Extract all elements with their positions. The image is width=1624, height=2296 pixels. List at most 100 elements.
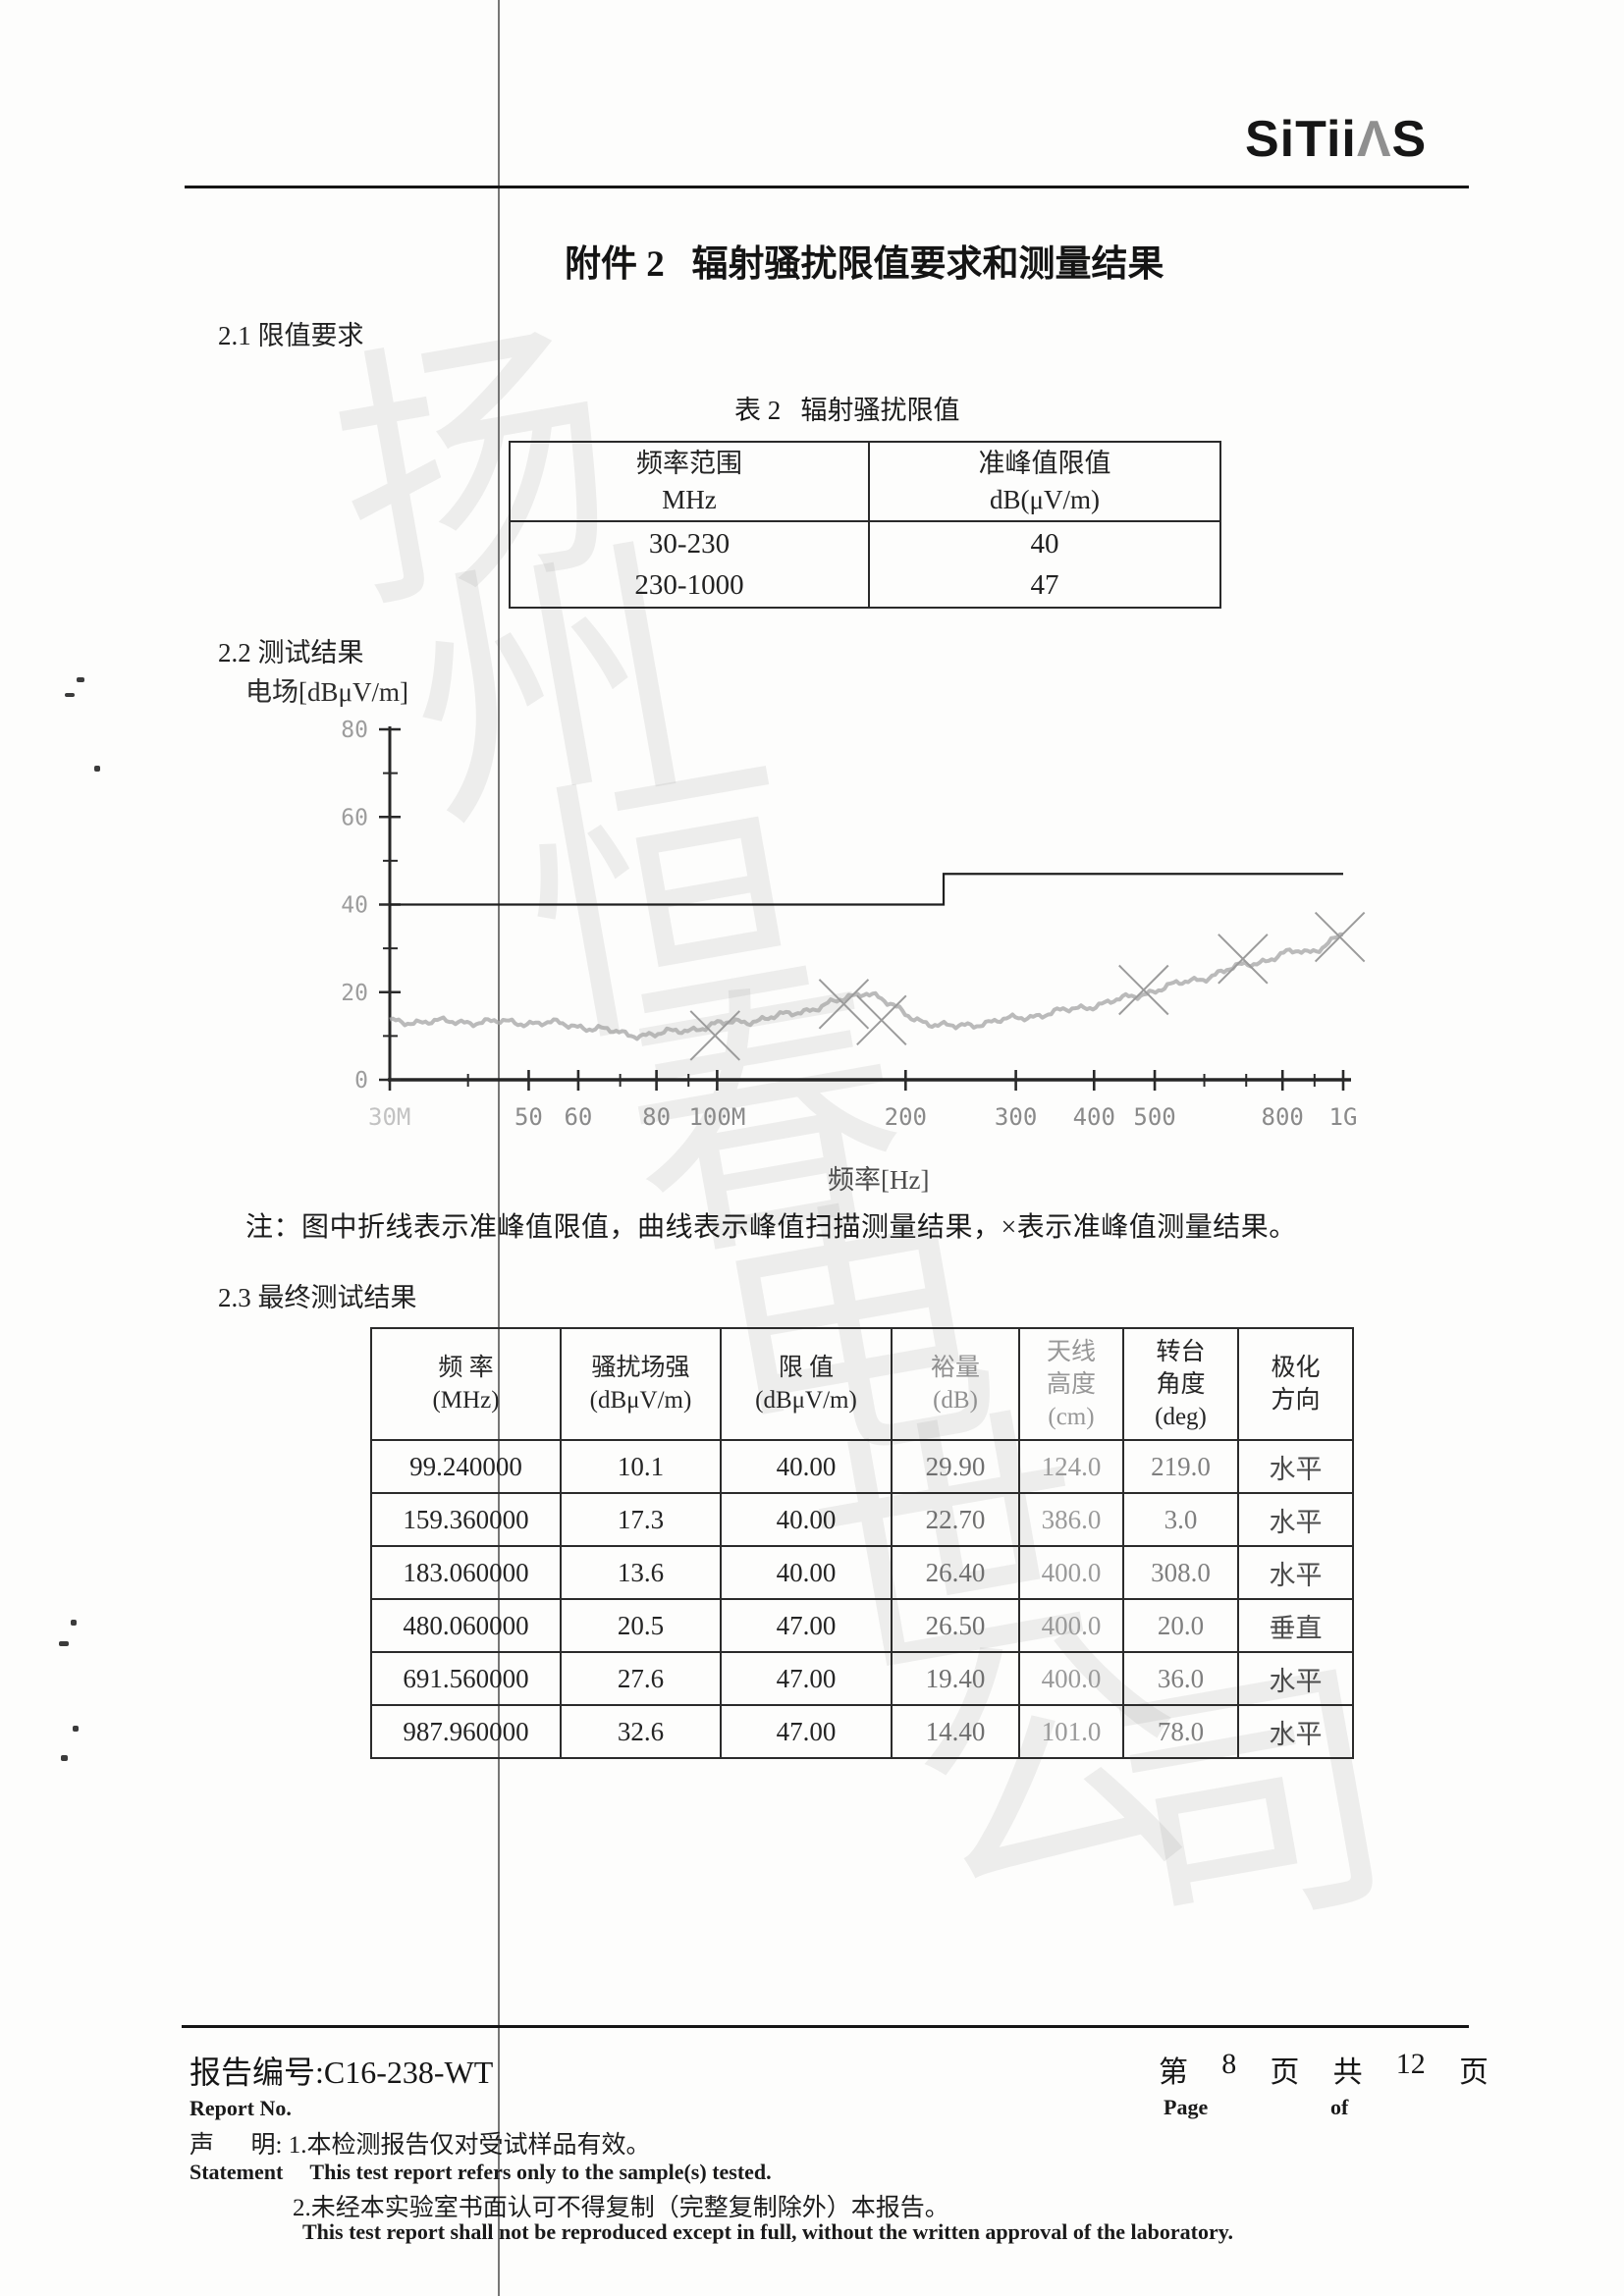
table-cell: 47.00 (720, 1704, 893, 1759)
x-tick-label: 50 (514, 1103, 543, 1131)
scan-artifact (59, 1641, 69, 1646)
chart-x-axis-label: 频率[Hz] (828, 1165, 930, 1195)
scan-artifact (65, 693, 75, 697)
table-cell: 183.060000 (370, 1545, 562, 1600)
table-cell: 308.0 (1122, 1545, 1239, 1600)
limit-table-frequency-values: 30-230 230-1000 (509, 520, 870, 609)
emission-chart: 0 20 40 60 80 30M 50 60 80 100M 200 300 400 500 800 1G (341, 718, 1366, 1131)
limit-line (390, 873, 1343, 906)
table-cell: 水平 (1237, 1492, 1354, 1547)
table-cell: 20.0 (1122, 1598, 1239, 1653)
footer-rule (182, 2025, 1469, 2028)
table-cell: 14.40 (891, 1704, 1020, 1759)
x-tick-label: 500 (1133, 1103, 1175, 1131)
limit-table-header-quasipeak: 准峰值限值 dB(μV/m) (868, 441, 1221, 522)
table-cell: 987.960000 (370, 1704, 562, 1759)
table-cell: 垂直 (1237, 1598, 1354, 1653)
scan-artifact (73, 1726, 79, 1732)
report-number-en: Report No. (189, 2096, 292, 2120)
results-table-header-row: 频 率 (MHz) 骚扰场强 (dBμV/m) 限 值 (dBμV/m) 裕量 (dB… (370, 1327, 1354, 1441)
x-tick-label: 30M (368, 1103, 410, 1131)
quasi-peak-marker (1218, 934, 1269, 985)
table-cell: 水平 (1237, 1545, 1354, 1600)
table-cell: 78.0 (1122, 1704, 1239, 1759)
table-cell: 400.0 (1018, 1651, 1124, 1706)
table-cell: 水平 (1237, 1704, 1354, 1759)
page-number-part: 页 (1458, 2056, 1489, 2089)
page-number-line: 第 8 页共 12 页 (1159, 2048, 1489, 2091)
statement-en-1: Statement This test report refers only t… (189, 2160, 772, 2184)
logo-text-2: Λ (1356, 111, 1392, 168)
table-cell: 99.240000 (370, 1439, 562, 1494)
table-cell: 3.0 (1122, 1492, 1239, 1547)
y-tick-label: 60 (341, 805, 368, 830)
x-tick-label: 60 (564, 1103, 592, 1131)
table-cell: 19.40 (891, 1651, 1020, 1706)
table-cell: 17.3 (560, 1492, 722, 1547)
peak-scan-curve (389, 932, 1344, 1041)
page-number-part: 8 (1221, 2048, 1237, 2080)
limit-table-header-frequency: 频率范围 MHz (509, 441, 870, 522)
y-tick-label: 40 (341, 893, 368, 919)
page-title: 附件 2 辐射骚扰限值要求和测量结果 (565, 244, 1164, 285)
table-cell: 124.0 (1018, 1439, 1124, 1494)
of-label-en: of (1330, 2095, 1349, 2119)
chart-note: 注：图中折线表示准峰值限值，曲线表示峰值扫描测量结果，×表示准峰值测量结果。 (245, 1212, 1297, 1243)
results-column-header: 骚扰场强 (dBμV/m) (560, 1327, 722, 1441)
quasi-peak-marker (689, 1010, 740, 1061)
results-column-header: 裕量 (dB) (891, 1327, 1020, 1441)
page-number-part: 第 (1159, 2056, 1188, 2089)
page-number-part: 页 (1270, 2056, 1300, 2089)
page-number-part: 共 (1332, 2056, 1363, 2089)
chart-y-axis-label: 电场[dBμV/m] (245, 677, 408, 707)
table-cell: 219.0 (1122, 1439, 1239, 1494)
x-tick-label: 300 (995, 1103, 1037, 1131)
table-row: 99.240000 10.1 40.00 29.90 124.0 219.0 水平 (370, 1439, 1354, 1494)
section-heading-23: 2.3 最终测试结果 (218, 1283, 417, 1312)
table-row: 691.560000 27.6 47.00 19.40 400.0 36.0 水平 (370, 1651, 1354, 1706)
statement-cn-1: 声 明: 1.本检测报告仅对受试样品有效。 (189, 2132, 651, 2159)
table-cell: 40.00 (720, 1545, 893, 1600)
x-tick-label: 800 (1262, 1103, 1304, 1131)
scan-artifact (77, 677, 84, 682)
results-column-header: 限 值 (dBμV/m) (720, 1327, 893, 1441)
table-cell: 47.00 (720, 1651, 893, 1706)
logo-text-3: S (1391, 111, 1428, 168)
page-number-part: 12 (1395, 2048, 1426, 2080)
table-cell: 水平 (1237, 1651, 1354, 1706)
table-cell: 13.6 (560, 1545, 722, 1600)
table-cell: 40.00 (720, 1439, 893, 1494)
x-tick-label: 100M (688, 1103, 745, 1131)
table-cell: 36.0 (1122, 1651, 1239, 1706)
quasi-peak-marker (1118, 964, 1169, 1016)
table-cell: 101.0 (1018, 1704, 1124, 1759)
limit-table-limit-values: 40 47 (868, 520, 1221, 609)
results-column-header: 天线 高度 (cm) (1018, 1327, 1124, 1441)
table-cell: 20.5 (560, 1598, 722, 1653)
y-tick-label: 20 (341, 981, 368, 1006)
table-row: 480.060000 20.5 47.00 26.50 400.0 20.0 垂直 (370, 1598, 1354, 1653)
table-cell: 480.060000 (370, 1598, 562, 1653)
limit-table-caption: 表 2 辐射骚扰限值 (734, 396, 960, 425)
limit-table: 频率范围 MHz 准峰值限值 dB(μV/m) 30-230 230-1000 … (509, 441, 1221, 609)
section-heading-22: 2.2 测试结果 (218, 638, 364, 667)
quasi-peak-marker (818, 979, 870, 1030)
table-cell: 26.40 (891, 1545, 1020, 1600)
table-cell: 386.0 (1018, 1492, 1124, 1547)
scan-artifact (71, 1620, 77, 1626)
section-heading-21: 2.1 限值要求 (218, 321, 364, 350)
table-cell: 27.6 (560, 1651, 722, 1706)
table-cell: 47.00 (720, 1598, 893, 1653)
x-tick-label: 1G (1329, 1103, 1358, 1131)
table-row: 159.360000 17.3 40.00 22.70 386.0 3.0 水平 (370, 1492, 1354, 1547)
table-row: 183.060000 13.6 40.00 26.40 400.0 308.0 水平 (370, 1545, 1354, 1600)
table-cell: 22.70 (891, 1492, 1020, 1547)
results-column-header: 频 率 (MHz) (370, 1327, 562, 1441)
logo-text-1: SiTii (1245, 111, 1357, 168)
y-tick-label: 0 (354, 1068, 368, 1094)
quasi-peak-marker (856, 994, 907, 1046)
report-number: 报告编号:C16-238-WT (189, 2055, 494, 2090)
table-row: 987.960000 32.6 47.00 14.40 101.0 78.0 水平 (370, 1704, 1354, 1759)
x-tick-label: 80 (642, 1103, 671, 1131)
